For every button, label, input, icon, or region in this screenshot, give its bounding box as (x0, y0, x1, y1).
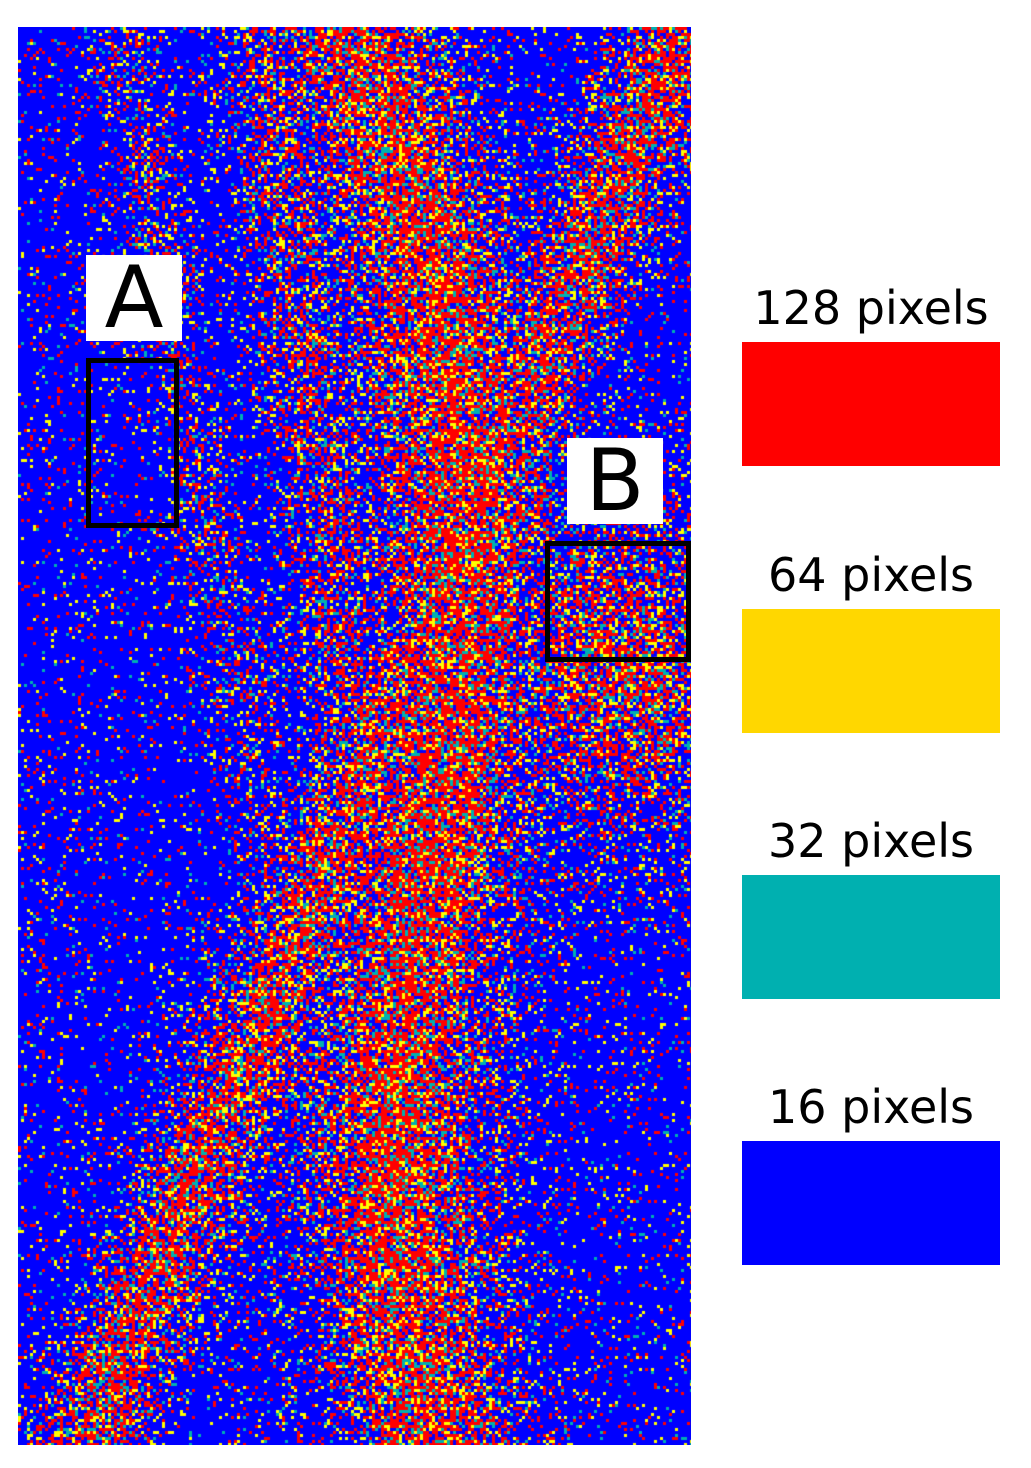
region-b-label: B (567, 438, 663, 524)
region-b-box (545, 541, 691, 662)
region-a-box (86, 358, 179, 528)
region-a-label: A (86, 255, 182, 341)
legend-item-16: 16 pixels (742, 1079, 1000, 1265)
legend-label: 16 pixels (768, 1080, 974, 1134)
legend-label: 64 pixels (768, 548, 974, 602)
legend-item-64: 64 pixels (742, 547, 1000, 733)
legend-label: 32 pixels (768, 814, 974, 868)
legend-item-32: 32 pixels (742, 813, 1000, 999)
legend-swatch-blue (742, 1141, 1000, 1265)
heatmap-image (18, 27, 691, 1445)
heatmap-canvas (18, 27, 691, 1445)
legend-swatch-yellow (742, 609, 1000, 733)
legend-item-128: 128 pixels (742, 280, 1000, 466)
legend-swatch-red (742, 342, 1000, 466)
legend-swatch-teal (742, 875, 1000, 999)
legend-label: 128 pixels (753, 281, 989, 335)
